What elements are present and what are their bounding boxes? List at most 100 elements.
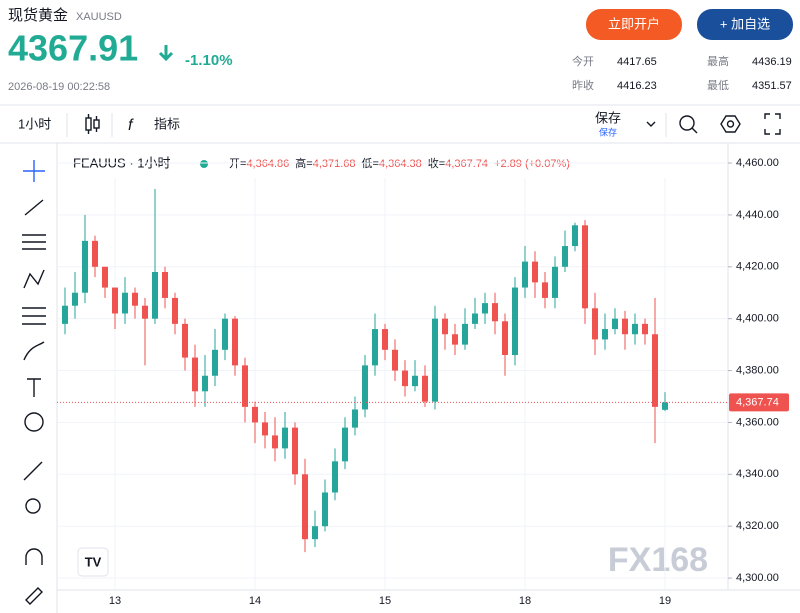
candle-body xyxy=(252,406,258,423)
y-tick-label: 4,320.00 xyxy=(736,520,779,532)
indicators-button[interactable]: 指标 xyxy=(154,116,180,131)
interval-button[interactable]: 1小时 xyxy=(18,116,51,131)
candle-body xyxy=(202,375,208,392)
y-tick-label: 4,420.00 xyxy=(736,261,779,273)
candle-body xyxy=(562,246,568,267)
x-tick-label: 14 xyxy=(249,595,261,607)
pattern-tool[interactable] xyxy=(23,269,45,289)
candle-body xyxy=(512,287,518,355)
candle-body xyxy=(652,334,658,407)
candle-body xyxy=(582,225,588,309)
candle-body xyxy=(392,349,398,371)
stat-label: 昨收 xyxy=(572,78,594,92)
candle-body xyxy=(152,271,158,319)
candle-body xyxy=(532,261,538,283)
candle-body xyxy=(452,334,458,345)
stat-value: 4416.23 xyxy=(617,80,657,92)
candle-body xyxy=(432,318,438,402)
save-sublabel[interactable]: 保存 xyxy=(599,126,617,137)
y-tick-label: 4,440.00 xyxy=(736,209,779,221)
magnet-tool[interactable] xyxy=(25,548,43,565)
settings-icon-core xyxy=(726,120,735,128)
fullscreen-icon[interactable] xyxy=(764,113,781,135)
candle-body xyxy=(502,321,508,355)
save-button[interactable]: 保存 xyxy=(595,110,621,125)
legend-change: +2.89 (+0.07%) xyxy=(494,158,570,170)
candle-body xyxy=(602,329,608,340)
y-tick-label: 4,400.00 xyxy=(736,313,779,325)
legend-value: 4,367.74 xyxy=(445,158,488,170)
candle-body xyxy=(382,329,388,350)
symbol: XAUUSD xyxy=(76,11,122,23)
candle-body xyxy=(462,323,468,345)
crosshair-tool[interactable] xyxy=(23,160,45,182)
stat-value: 4436.19 xyxy=(752,56,792,68)
brush-tool[interactable] xyxy=(23,341,45,361)
candle-body xyxy=(242,365,248,407)
open-account-label[interactable]: 立即开户 xyxy=(608,16,660,31)
candle-body xyxy=(132,292,138,306)
candle-body xyxy=(172,297,178,324)
candle-body xyxy=(542,282,548,298)
settings-icon[interactable] xyxy=(720,115,741,133)
open-account-button[interactable] xyxy=(586,9,682,40)
candle-body xyxy=(662,402,668,410)
candle-body xyxy=(422,375,428,402)
candle-body xyxy=(112,287,118,314)
candle-body xyxy=(592,308,598,340)
candle-body xyxy=(612,318,618,330)
save-dropdown[interactable] xyxy=(646,121,656,127)
stat-label: 最低 xyxy=(707,79,729,92)
candle-body xyxy=(292,427,298,475)
candle-body xyxy=(232,318,238,366)
candle-body xyxy=(522,261,528,288)
candle-body xyxy=(82,240,88,293)
lock-tool[interactable] xyxy=(25,587,43,605)
stat-label: 最高 xyxy=(707,54,729,68)
candle-body xyxy=(302,474,308,540)
indicator-icon[interactable]: f xyxy=(128,117,134,134)
x-tick-label: 15 xyxy=(379,595,391,607)
legend-label: 开= xyxy=(229,158,246,170)
candle-body xyxy=(342,427,348,462)
add-watch-label[interactable]: + 加自选 xyxy=(720,16,770,31)
text-tool[interactable] xyxy=(27,378,41,397)
market-status xyxy=(200,160,208,168)
price: 4367.91 xyxy=(8,28,138,69)
line-tool[interactable] xyxy=(24,199,44,216)
candle-body xyxy=(552,266,558,298)
y-tick-label: 4,460.00 xyxy=(736,157,779,169)
candle-body xyxy=(352,409,358,428)
last-price-tag xyxy=(729,393,789,412)
instrument-name: 现货黄金 xyxy=(8,7,68,24)
projection-tool[interactable] xyxy=(22,307,46,325)
y-tick-label: 4,380.00 xyxy=(736,364,779,376)
candle-type-icon[interactable] xyxy=(85,114,100,134)
y-tick-label: 4,340.00 xyxy=(736,468,779,480)
emoji-tool[interactable] xyxy=(24,412,44,432)
candle-body xyxy=(372,329,378,366)
fib-tool[interactable] xyxy=(22,234,46,250)
candle-body xyxy=(192,357,198,392)
watermark: FX168 xyxy=(608,541,708,579)
add-watch-button[interactable] xyxy=(697,9,793,40)
zoom-tool[interactable] xyxy=(25,498,41,514)
candle-body xyxy=(182,323,188,358)
x-tick-label: 18 xyxy=(519,595,531,607)
alert-icon[interactable] xyxy=(679,115,698,134)
candle-body xyxy=(272,435,278,449)
candle-body xyxy=(282,427,288,449)
candle-body xyxy=(492,303,498,322)
candle-body xyxy=(322,492,328,527)
candle-body xyxy=(102,266,108,288)
candle-body xyxy=(412,375,418,387)
down-arrow xyxy=(158,45,174,62)
stat-value: 4351.57 xyxy=(752,80,792,92)
candle-body xyxy=(332,461,338,493)
stat-value: 4417.65 xyxy=(617,56,657,68)
drawing-tools xyxy=(22,160,46,605)
candle-body xyxy=(642,323,648,335)
ruler-tool[interactable] xyxy=(23,461,43,481)
